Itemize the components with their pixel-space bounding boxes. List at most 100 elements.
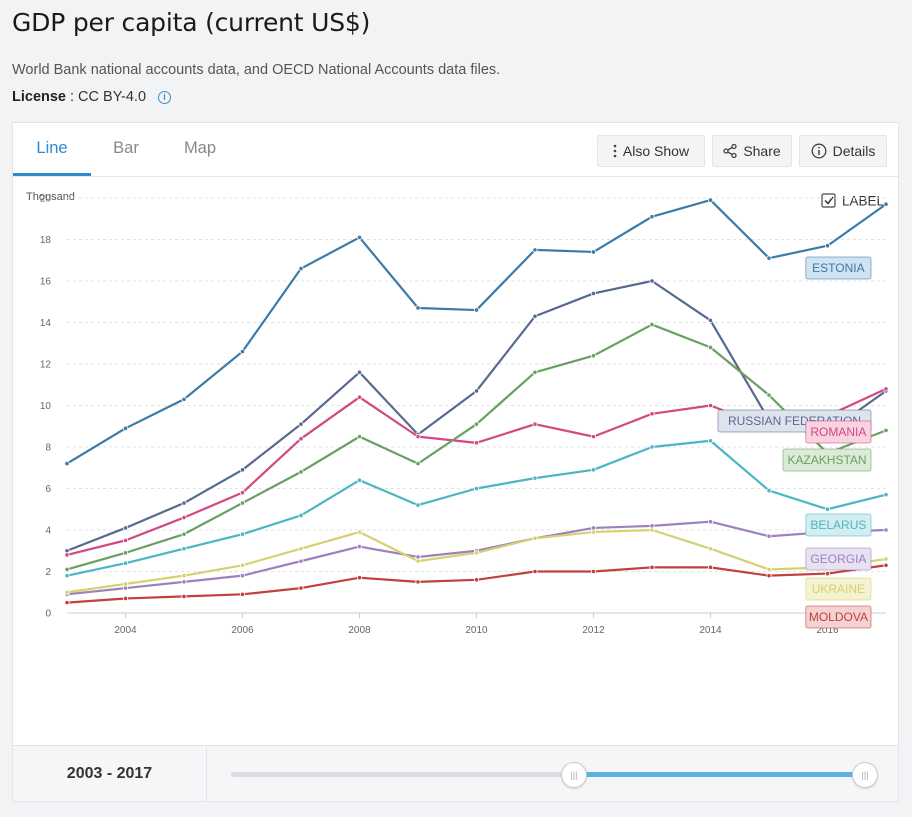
data-point: [415, 305, 421, 311]
data-point: [415, 434, 421, 440]
data-point: [649, 321, 655, 328]
data-point: [64, 600, 70, 606]
series-label-box: [805, 547, 872, 571]
x-tick-label: 2014: [699, 625, 722, 636]
x-tick-label: 2006: [231, 625, 254, 636]
data-point: [766, 392, 772, 398]
data-point: [766, 487, 772, 494]
data-point: [415, 554, 421, 560]
data-point: [590, 568, 597, 575]
data-point: [766, 533, 772, 539]
y-tick-label: 12: [40, 360, 52, 371]
data-point: [298, 585, 304, 591]
y-tick-label: 4: [45, 526, 51, 537]
share-icon: [723, 144, 737, 158]
data-point: [590, 434, 597, 440]
data-point: [356, 369, 363, 375]
data-point: [415, 502, 421, 508]
label-checkbox[interactable]: [821, 193, 836, 208]
y-tick-label: 20: [40, 194, 52, 205]
data-point: [883, 492, 889, 498]
info-icon[interactable]: i: [158, 90, 172, 104]
data-point: [532, 475, 538, 481]
data-point: [356, 234, 363, 241]
page-title: GDP per capita (current US$): [12, 8, 371, 37]
data-point: [122, 425, 129, 431]
tab-bar[interactable]: Bar: [113, 139, 139, 157]
y-tick-label: 10: [40, 401, 52, 412]
data-point: [298, 558, 304, 564]
data-point: [824, 243, 831, 249]
data-point: [707, 519, 714, 525]
share-button[interactable]: Share: [712, 135, 792, 167]
series-label: KAZAKHSTAN: [787, 453, 866, 467]
data-point: [64, 552, 70, 558]
series-label: UKRAINE: [812, 582, 865, 596]
also-show-button[interactable]: Also Show: [597, 135, 705, 167]
data-point: [473, 550, 480, 556]
data-point: [122, 537, 129, 543]
data-point: [532, 247, 538, 253]
series-label-box: [782, 448, 872, 472]
data-point: [122, 550, 129, 556]
data-point: [298, 469, 304, 475]
chart-tabs: Line Bar Map Also Show Share Details: [13, 123, 898, 177]
data-point: [707, 317, 714, 324]
data-point: [766, 573, 772, 579]
series-label: MOLDOVA: [809, 610, 868, 624]
data-point: [766, 255, 772, 261]
data-point: [181, 531, 187, 537]
y-tick-label: 8: [45, 443, 51, 454]
data-point: [473, 421, 480, 427]
x-tick-label: 2012: [582, 625, 605, 636]
label-toggle-text[interactable]: LABEL: [842, 194, 885, 209]
range-slider-fill: [573, 772, 865, 777]
data-point: [707, 197, 714, 203]
tab-map[interactable]: Map: [183, 139, 217, 157]
more-vertical-icon: [613, 144, 617, 158]
data-point: [766, 566, 772, 573]
data-point: [707, 344, 714, 350]
data-point: [590, 529, 597, 535]
data-point: [883, 527, 889, 533]
line-chart: Thousand LABEL 0 2 4 6 8 10 12 14 16 18 20 2004 2006 20…: [26, 191, 889, 636]
data-point: [239, 591, 246, 597]
data-point: [64, 566, 70, 573]
data-point: [356, 529, 363, 535]
range-slider-track[interactable]: [231, 772, 871, 777]
data-point: [649, 523, 655, 529]
data-point: [122, 585, 129, 591]
data-point: [122, 595, 129, 602]
data-point: [707, 402, 714, 409]
y-axis-label: Thousand: [26, 191, 75, 203]
data-point: [356, 434, 363, 440]
details-button[interactable]: Details: [799, 135, 887, 167]
data-point: [590, 525, 597, 531]
license-label: License: [12, 89, 66, 105]
series-label: BELARUS: [810, 518, 866, 532]
data-point: [883, 427, 889, 433]
series-label-box: [805, 605, 872, 629]
data-point: [649, 411, 655, 417]
data-point: [181, 573, 187, 579]
series-line-moldova: [66, 564, 887, 604]
series-label-box: [805, 420, 872, 444]
chart-card: Line Bar Map Also Show Share Details Tho…: [12, 122, 899, 802]
data-point: [181, 500, 187, 506]
x-tick-label: 2004: [114, 625, 137, 636]
data-point: [356, 543, 363, 550]
data-point: [473, 485, 480, 492]
range-start-handle[interactable]: |||: [561, 762, 587, 788]
data-point: [356, 394, 363, 400]
range-end-handle[interactable]: |||: [852, 762, 878, 788]
data-point: [824, 506, 831, 512]
data-point: [532, 369, 538, 375]
range-footer: 2003 - 2017 ||| |||: [12, 745, 899, 802]
data-point: [649, 278, 655, 284]
data-point: [415, 558, 421, 564]
data-point: [532, 313, 538, 319]
tab-line[interactable]: Line: [13, 123, 91, 176]
data-point: [707, 564, 714, 570]
license-line: License : CC BY-4.0 i: [12, 89, 172, 105]
data-point: [883, 201, 889, 207]
